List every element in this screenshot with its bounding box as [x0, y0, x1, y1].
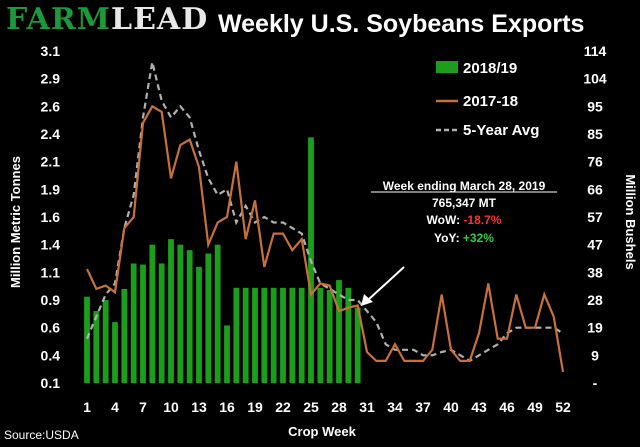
- y2-tick-label: 47: [587, 237, 603, 253]
- y-tick-label: 2.9: [41, 71, 61, 87]
- x-tick-label: 25: [303, 399, 319, 415]
- y2-tick-label: 85: [587, 126, 603, 142]
- bar-4: [112, 322, 118, 383]
- x-tick-label: 22: [275, 399, 291, 415]
- x-tick-label: 16: [219, 399, 235, 415]
- x-tick-label: 10: [163, 399, 179, 415]
- y2-tick-label: 19: [587, 320, 603, 336]
- bar-28: [336, 280, 342, 383]
- legend-label-5yr-avg: 5-Year Avg: [463, 122, 539, 139]
- y2-tick-label: 76: [587, 154, 603, 170]
- source-note: Source:USDA: [4, 428, 79, 442]
- x-tick-label: 34: [387, 399, 403, 415]
- y-tick-label: 2.6: [41, 98, 61, 114]
- x-tick-label: 43: [471, 399, 487, 415]
- y2-tick-label: 9: [591, 347, 599, 363]
- bar-8: [149, 244, 156, 383]
- x-tick-label: 1: [83, 399, 91, 415]
- x-tick-label: 19: [247, 399, 263, 415]
- annotation-arrowhead: [361, 294, 373, 306]
- y2-tick-label: 95: [587, 98, 603, 114]
- bar-30: [354, 307, 361, 383]
- line-2017-18: [86, 104, 565, 373]
- farmlead-logo: FARMLEAD: [6, 2, 208, 37]
- x-axis-title: Crop Week: [288, 424, 356, 439]
- annotation-wow: WoW: -18.7%: [427, 213, 502, 227]
- x-tick-label: 4: [111, 399, 119, 415]
- y2-tick-label: 57: [587, 209, 603, 225]
- logo-farm: FARM: [6, 2, 111, 37]
- bar-24: [298, 287, 305, 383]
- bar-23: [289, 287, 296, 383]
- bar-13: [196, 266, 202, 383]
- x-tick-label: 28: [331, 399, 347, 415]
- bar-7: [140, 264, 146, 383]
- x-tick-label: 31: [359, 399, 375, 415]
- y-tick-label: 0.9: [41, 292, 61, 308]
- bar-3: [102, 300, 109, 383]
- x-tick-label: 7: [139, 399, 147, 415]
- bar-22: [280, 287, 286, 383]
- annotation-arrow: [367, 266, 405, 301]
- bar-18: [242, 287, 249, 383]
- bar-1: [84, 296, 90, 383]
- y-tick-label: 2.4: [41, 126, 61, 142]
- y2-tick-label: 104: [583, 71, 607, 87]
- y2-tick-label: 114: [584, 43, 607, 59]
- x-tick-label: 46: [499, 399, 515, 415]
- y2-tick-label: 66: [587, 181, 603, 197]
- y2-axis-title: Million Bushels: [623, 174, 638, 269]
- bar-26: [317, 287, 324, 383]
- bar-11: [177, 244, 184, 383]
- annotation-yoy: YoY: +32%: [434, 231, 494, 245]
- bar-17: [233, 287, 240, 383]
- legend-label-2017-18: 2017-18: [463, 93, 518, 110]
- x-tick-label: 52: [555, 399, 571, 415]
- y-tick-label: 1.4: [41, 237, 61, 253]
- y-axis-title: Million Metric Tonnes: [8, 156, 23, 288]
- bar-5: [121, 288, 128, 383]
- bar-9: [158, 263, 165, 383]
- y2-tick-label: 38: [587, 264, 603, 280]
- x-tick-label: 13: [191, 399, 207, 415]
- y-tick-label: 1.6: [41, 209, 61, 225]
- bar-20: [261, 287, 268, 383]
- y-tick-label: 2.1: [41, 154, 61, 170]
- y-tick-label: 1.9: [41, 181, 61, 197]
- y-tick-label: 3.1: [41, 43, 61, 59]
- y2-tick-label: -: [593, 375, 598, 391]
- bar-2: [93, 311, 100, 383]
- bar-6: [130, 263, 137, 383]
- bar-10: [168, 239, 174, 383]
- legend-label-2018-19: 2018/19: [463, 60, 517, 77]
- x-tick-label: 40: [443, 399, 459, 415]
- logo-lead: LEAD: [110, 2, 209, 37]
- bar-14: [205, 253, 212, 383]
- bar-21: [270, 287, 277, 383]
- bar-29: [345, 287, 352, 383]
- y2-tick-label: 28: [587, 292, 603, 308]
- y-tick-label: 1.1: [41, 264, 61, 280]
- annotation-value: 765,347 MT: [432, 196, 497, 210]
- bar-15: [214, 244, 221, 383]
- bar-16: [224, 325, 230, 383]
- bar-12: [186, 250, 193, 383]
- chart-title: Weekly U.S. Soybeans Exports: [218, 10, 585, 38]
- y-tick-label: 0.4: [41, 347, 61, 363]
- legend-swatch-2018-19: [436, 61, 458, 73]
- x-tick-label: 49: [527, 399, 543, 415]
- x-tick-label: 37: [415, 399, 431, 415]
- bar-19: [252, 287, 258, 383]
- line-5yr-avg: [85, 61, 564, 363]
- y-tick-label: 0.1: [41, 375, 61, 391]
- bar-27: [326, 290, 333, 383]
- y-tick-label: 0.6: [41, 320, 61, 336]
- annotation-heading: Week ending March 28, 2019: [383, 179, 546, 193]
